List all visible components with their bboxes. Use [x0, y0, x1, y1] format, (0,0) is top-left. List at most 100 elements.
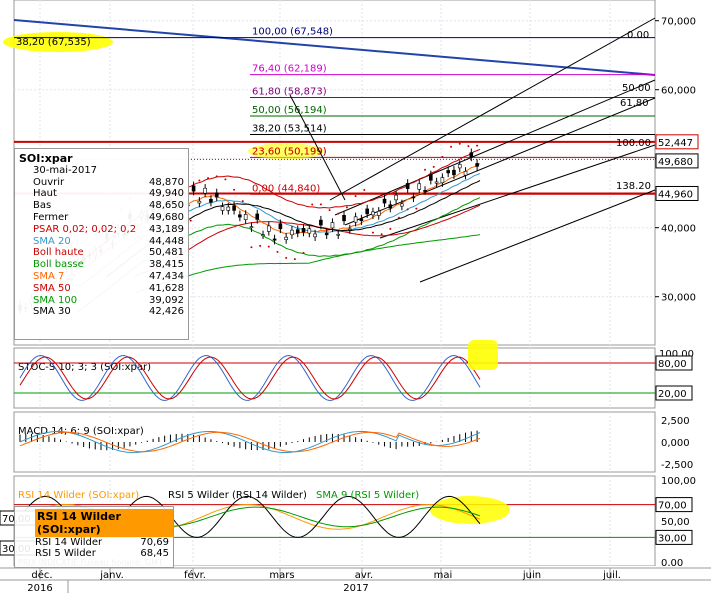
- candle-body: [197, 200, 202, 204]
- price-tick-label: 70,000: [661, 17, 696, 28]
- candle-body: [371, 211, 375, 216]
- sma100: [135, 234, 481, 294]
- macd-tick: -2,500: [661, 460, 693, 471]
- rsi-tag-box: [655, 497, 693, 513]
- channel-line: [379, 144, 656, 239]
- tooltip-row: Boll haute 50,481: [19, 247, 184, 259]
- psar-dot: [241, 200, 244, 203]
- tooltip-row: Fermer 49,680: [19, 212, 184, 224]
- tooltip-value: 42,426: [149, 306, 184, 318]
- candle-body: [324, 232, 329, 236]
- tooltip-row: Ouvrir 48,870: [19, 177, 184, 189]
- candle-body: [388, 204, 393, 209]
- ohlc-tooltip: SOI:xpar 30-mai-2017 Ouvrir 48,870 Haut 49,…: [14, 148, 189, 340]
- psar-dot: [215, 175, 218, 178]
- psar-dot: [476, 144, 479, 147]
- candle-body: [209, 198, 213, 203]
- psar-dot: [267, 245, 270, 248]
- tooltip-symbol: SOI:xpar: [19, 152, 73, 165]
- rsi-tag: 70,00: [658, 501, 687, 512]
- candle-body: [417, 183, 422, 190]
- tooltip-row: SMA 7 47,434: [19, 271, 184, 283]
- tooltip-row: Bas 48,650: [19, 200, 184, 212]
- tooltip-value: 49,680: [149, 211, 184, 223]
- candle-body: [457, 164, 462, 169]
- psar-dot: [328, 209, 331, 212]
- stoch-tag-box: [655, 385, 693, 401]
- psar-dot: [285, 256, 288, 259]
- candle-body: [411, 196, 416, 199]
- candle-body: [405, 183, 410, 189]
- candle-body: [400, 203, 404, 207]
- candle-body: [382, 198, 387, 204]
- rsi-box-value: 68,45: [140, 548, 169, 559]
- tooltip-key: Boll basse: [33, 259, 84, 271]
- rsi-box-key: RSI 5 Wilder: [35, 548, 96, 559]
- channel-line: [329, 17, 656, 201]
- price-tag-label: 52,447: [658, 138, 693, 149]
- psar-dot: [354, 195, 357, 198]
- channel-label: 61.80: [620, 98, 649, 109]
- rsi-box-row: RSI 14 Wilder 70,69: [15, 537, 173, 548]
- channel-line: [344, 97, 656, 226]
- rsi-tag-box: [655, 529, 693, 545]
- price-tick-label: 40,000: [661, 224, 696, 235]
- candle-body: [434, 181, 439, 184]
- month-label: mai: [434, 570, 453, 581]
- candle-body: [232, 205, 236, 211]
- candle-body: [359, 218, 364, 222]
- macd-panel: [13, 411, 656, 473]
- fib-label: 61,80 (58,873): [252, 86, 327, 97]
- psar-dot: [432, 165, 435, 168]
- candle-body: [475, 163, 479, 167]
- trendline-blue: [13, 19, 656, 76]
- macd-label: MACD 14; 6; 9 (SOI:xpar): [18, 426, 144, 437]
- candle-body: [429, 174, 433, 181]
- psar-dot: [319, 203, 322, 206]
- candle-body: [278, 223, 283, 230]
- psar-dot: [302, 251, 305, 254]
- channel-label: 50.00: [622, 83, 651, 94]
- channel-label: 138.20: [616, 181, 651, 192]
- psar-dot: [337, 212, 340, 215]
- psar-dot: [311, 203, 314, 206]
- month-label: janv.: [99, 570, 124, 581]
- candle-body: [295, 229, 300, 234]
- tooltip-key: SMA 50: [33, 282, 71, 294]
- psar-dot: [415, 207, 418, 210]
- psar-dot: [276, 250, 279, 253]
- candle-body: [452, 169, 456, 176]
- tooltip-row: SMA 100 39,092: [19, 295, 184, 307]
- tooltip-date: 30-mai-2017: [33, 164, 98, 176]
- candle-body: [226, 206, 231, 211]
- tooltip-value: 41,628: [149, 282, 184, 294]
- psar-dot: [424, 168, 427, 171]
- psar-dot: [389, 227, 392, 230]
- candle-body: [365, 208, 369, 215]
- psar-dot: [293, 258, 296, 261]
- candle-body: [440, 177, 445, 184]
- stoch-tag: 80,00: [658, 359, 687, 370]
- rsi-tick: 0,00: [661, 558, 683, 569]
- month-label: mars: [269, 570, 294, 581]
- psar-dot: [450, 145, 453, 148]
- candle-body: [319, 219, 323, 226]
- highlight-stoch: [468, 340, 498, 370]
- rsi-box-row: RSI 5 Wilder 68,45: [15, 548, 173, 559]
- tooltip-key: SMA 100: [33, 294, 78, 306]
- price-tick-label: 30,000: [661, 293, 696, 304]
- psar-dot: [189, 219, 192, 222]
- tooltip-key: Bas: [33, 200, 52, 212]
- stoch-tick: 100,00: [659, 349, 694, 360]
- psar-dot: [250, 246, 253, 249]
- candle-body: [249, 226, 254, 229]
- psar-dot: [363, 188, 366, 191]
- candle-body: [394, 194, 398, 201]
- channel-label: 100.00: [616, 138, 651, 149]
- candle-body: [469, 152, 474, 158]
- rsi-tag: 30,00: [658, 533, 687, 544]
- psar-dot: [371, 231, 374, 234]
- macd-signal: [19, 431, 481, 453]
- fib-label-23: 23,60 (50,199): [252, 146, 327, 157]
- tooltip-value: 48,870: [149, 176, 184, 188]
